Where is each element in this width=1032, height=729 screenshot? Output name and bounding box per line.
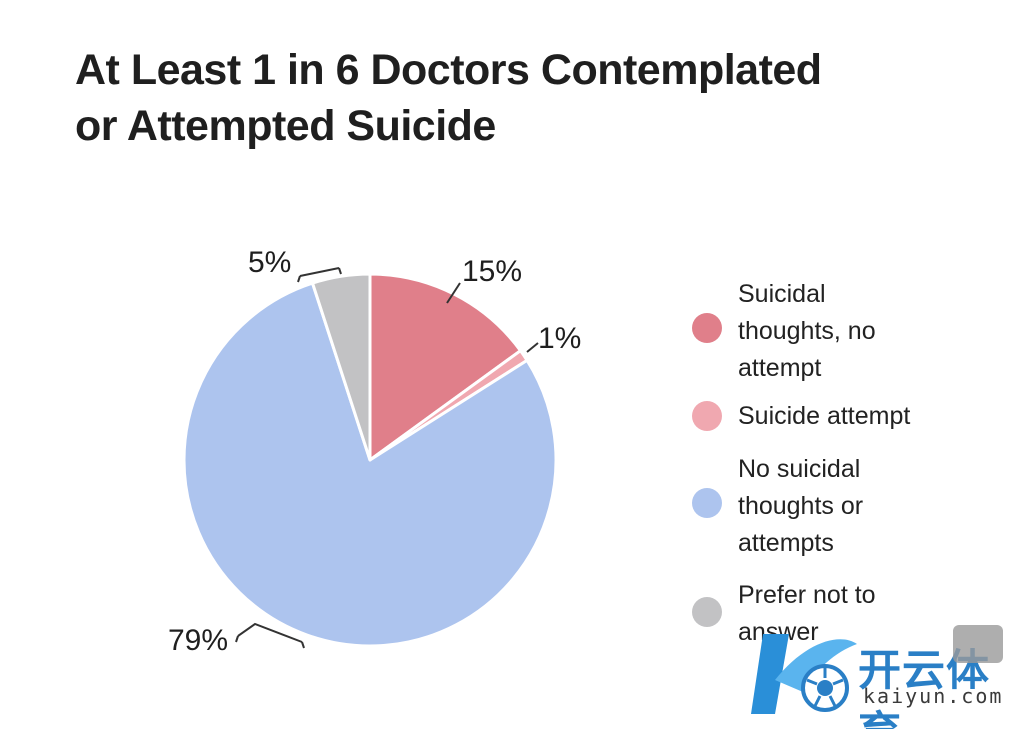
leader-tick (297, 275, 301, 283)
legend-label-line: No suicidal (738, 455, 861, 483)
chart-title-line-2: or Attempted Suicide (75, 102, 496, 150)
legend-label-line: Suicidal (738, 280, 826, 308)
watermark: 开云体育 kaiyun.com (745, 622, 1032, 729)
legend-swatch-prefer-not-to-answer (692, 597, 722, 627)
pie-slice-no-suicidal-thoughts (182, 281, 558, 648)
legend-label-no-suicidal-thoughts: No suicidal thoughts or attempts (738, 451, 978, 562)
chart-title-line-1: At Least 1 in 6 Doctors Contemplated (75, 46, 822, 94)
legend-label-prefer-not-to-answer: Prefer not to answer (738, 577, 978, 651)
value-label-suicide-attempt: 1% (538, 322, 581, 355)
leader-tick (235, 635, 239, 643)
value-label-suicidal-thoughts: 15% (462, 255, 522, 288)
chart-title: At Least 1 in 6 Doctors Contemplated or … (75, 42, 975, 154)
pie-slice-prefer-not-to-answer (311, 272, 372, 462)
legend-swatch-no-suicidal-thoughts (692, 488, 722, 518)
leader-tick (301, 641, 305, 649)
legend-label-line: attempt (738, 354, 822, 382)
legend-label-line: thoughts or (738, 492, 864, 520)
camera-icon (953, 625, 1003, 663)
leader-tick (338, 267, 342, 275)
legend-label-suicide-attempt: Suicide attempt (738, 398, 978, 435)
value-label-prefer-not-to-answer: 5% (248, 246, 291, 279)
leader-line-suicidal-thoughts (446, 282, 461, 304)
legend-swatch-suicidal-thoughts (692, 313, 722, 343)
pie-slice-suicidal-thoughts (368, 272, 522, 462)
value-label-no-suicidal-thoughts: 79% (168, 624, 228, 657)
legend-label-line: Prefer not to (738, 581, 876, 609)
watermark-text: 开云体育 (858, 647, 990, 729)
legend-label-line: attempts (738, 529, 834, 557)
leader-line-prefer-not-to-answer (299, 267, 340, 277)
leader-line-no-suicidal-thoughts (237, 622, 303, 643)
legend-label-line: thoughts, no (738, 317, 876, 345)
legend-label-suicidal-thoughts: Suicidal thoughts, no attempt (738, 276, 978, 387)
watermark-logo-icon (751, 634, 857, 714)
leader-line-suicide-attempt (526, 342, 539, 353)
watermark-subtext: kaiyun.com (863, 684, 1004, 708)
legend-swatch-suicide-attempt (692, 401, 722, 431)
legend-label-line: Suicide attempt (738, 402, 911, 430)
